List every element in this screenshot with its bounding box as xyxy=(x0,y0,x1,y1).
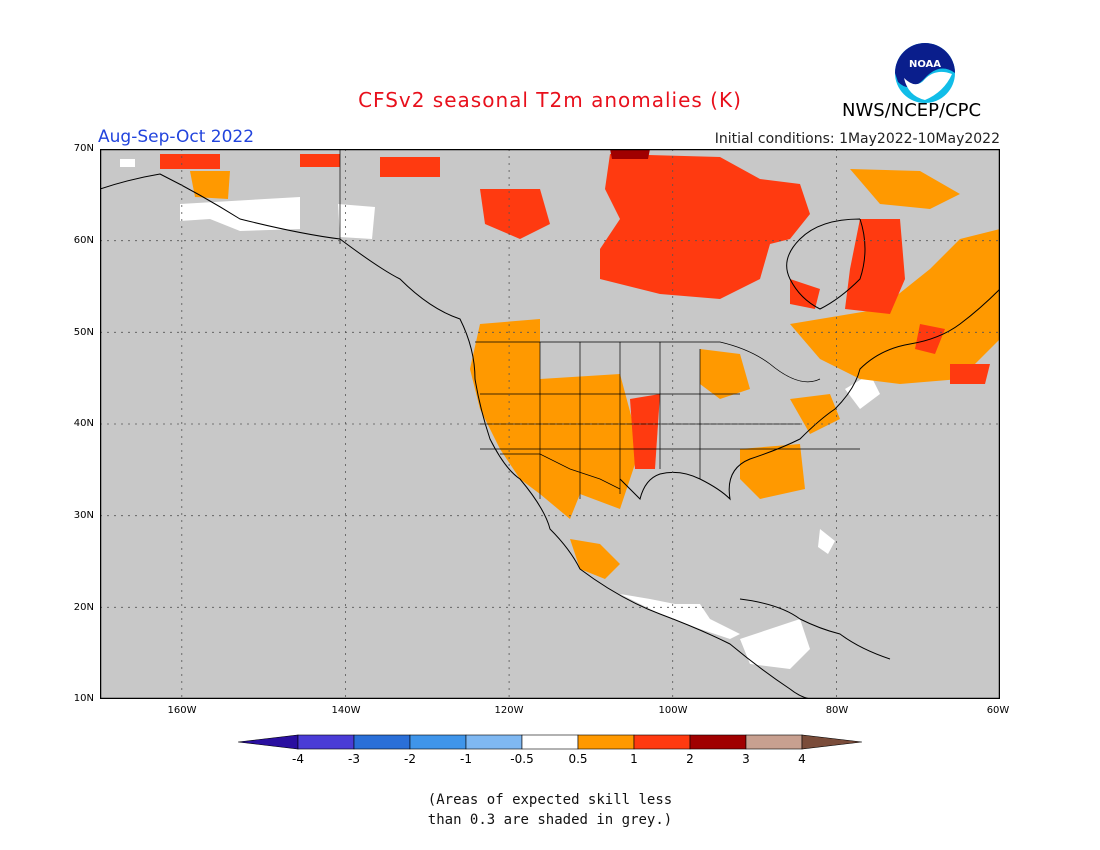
colorbar-segment xyxy=(745,734,803,750)
season-label: Aug-Sep-Oct 2022 xyxy=(98,127,255,147)
colorbar-tick-label: -2 xyxy=(404,752,416,766)
lon-label-140w: 140W xyxy=(331,705,361,716)
map-frame xyxy=(100,149,1000,699)
lon-label-80w: 80W xyxy=(825,705,849,716)
colorbar xyxy=(238,734,862,750)
lat-label-70n: 70N xyxy=(73,143,94,154)
lat-label-50n: 50N xyxy=(73,327,94,338)
skill-note-line2: than 0.3 are shaded in grey.) xyxy=(427,812,673,828)
dark-red-anomaly-regions xyxy=(610,149,650,159)
colorbar-tick-label: 4 xyxy=(798,752,806,766)
colorbar-tick-label: -0.5 xyxy=(510,752,534,766)
colorbar-segment xyxy=(521,734,579,750)
colorbar-tick-label: -3 xyxy=(348,752,360,766)
lon-label-60w: 60W xyxy=(986,705,1010,716)
lat-label-20n: 20N xyxy=(73,602,94,613)
agency-label: NWS/NCEP/CPC xyxy=(842,100,982,121)
lon-label-120w: 120W xyxy=(494,705,524,716)
skill-note-line1: (Areas of expected skill less xyxy=(427,792,673,808)
logo-text: NOAA xyxy=(909,59,941,70)
orange-anomaly-regions xyxy=(190,169,1000,579)
lat-label-60n: 60N xyxy=(73,235,94,246)
colorbar-segment xyxy=(353,734,411,750)
colorbar-segment xyxy=(577,734,635,750)
colorbar-segment xyxy=(689,734,747,750)
colorbar-tick-label: -1 xyxy=(460,752,472,766)
colorbar-segment xyxy=(633,734,691,750)
initial-conditions-label: Initial conditions: 1May2022-10May2022 xyxy=(714,131,1000,147)
colorbar-segment xyxy=(465,734,523,750)
colorbar-segment xyxy=(409,734,467,750)
political-boundaries xyxy=(339,149,860,499)
colorbar-tick-label: 1 xyxy=(630,752,638,766)
colorbar-tick-label: 0.5 xyxy=(568,752,588,766)
red-anomaly-regions xyxy=(160,154,990,469)
white-near-normal-regions xyxy=(120,159,880,669)
colorbar-arrow-high xyxy=(801,734,862,750)
lat-label-10n: 10N xyxy=(73,693,94,704)
noaa-logo-icon: NOAA xyxy=(895,43,955,103)
lat-label-30n: 30N xyxy=(73,510,94,521)
lat-label-40n: 40N xyxy=(73,418,94,429)
graticule xyxy=(100,149,1000,699)
map-title: CFSv2 seasonal T2m anomalies (K) xyxy=(358,88,742,112)
colorbar-tick-label: 3 xyxy=(742,752,750,766)
colorbar-segment xyxy=(297,734,355,750)
colorbar-arrow-low xyxy=(238,734,299,750)
colorbar-tick-label: 2 xyxy=(686,752,694,766)
lon-label-160w: 160W xyxy=(167,705,197,716)
lon-label-100w: 100W xyxy=(658,705,688,716)
colorbar-tick-label: -4 xyxy=(292,752,304,766)
anomaly-map xyxy=(100,149,1000,699)
